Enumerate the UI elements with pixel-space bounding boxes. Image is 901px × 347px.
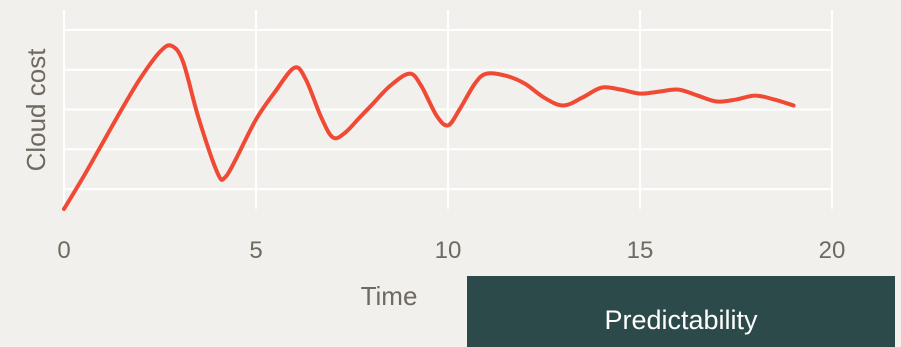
series-layer bbox=[62, 43, 796, 211]
x-tick-label-4: 20 bbox=[819, 237, 846, 264]
x-tick-label-3: 15 bbox=[627, 237, 654, 264]
predictability-badge: Predictability bbox=[467, 276, 895, 347]
y-axis-title: Cloud cost bbox=[21, 48, 51, 172]
x-tick-label-0: 0 bbox=[57, 237, 70, 264]
x-tick-label-1: 5 bbox=[249, 237, 262, 264]
series-line-0 bbox=[62, 43, 796, 211]
x-tick-labels: 0 5 10 15 20 bbox=[57, 237, 845, 264]
badge-label: Predictability bbox=[604, 305, 758, 335]
grid-lines bbox=[63, 10, 833, 209]
x-tick-label-2: 10 bbox=[435, 237, 462, 264]
x-axis-title: Time bbox=[361, 281, 418, 311]
